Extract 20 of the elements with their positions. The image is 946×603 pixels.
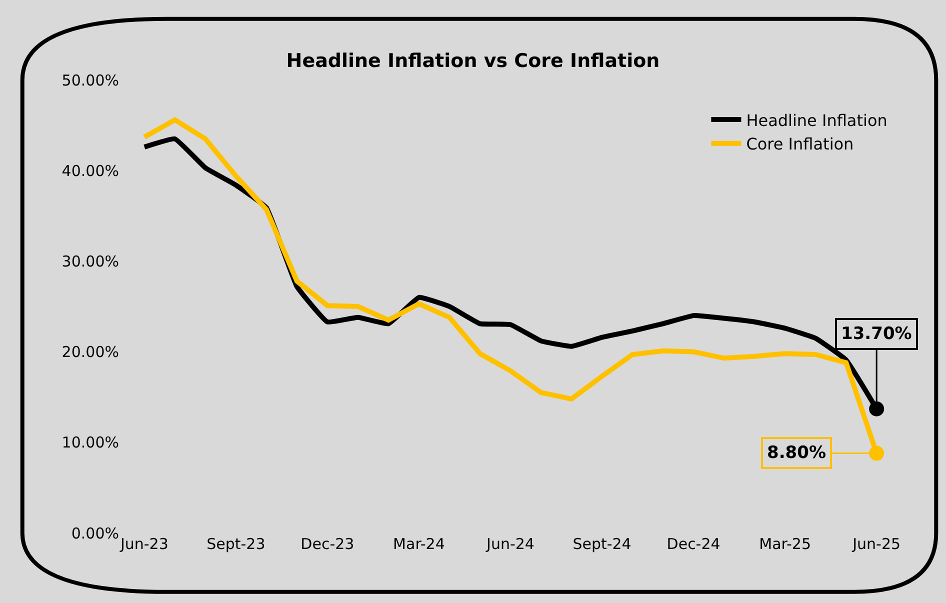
x-tick-label: Mar-25 bbox=[759, 535, 811, 553]
x-tick-label: Sept-24 bbox=[572, 535, 632, 553]
data-label: 13.70% bbox=[841, 324, 912, 344]
x-tick-label: Dec-24 bbox=[666, 535, 720, 553]
y-tick-label: 50.00% bbox=[62, 71, 119, 90]
y-tick-label: 0.00% bbox=[71, 524, 119, 542]
x-tick-label: Jun-25 bbox=[852, 535, 901, 553]
legend-label: Headline Inflation bbox=[746, 110, 888, 130]
legend-label: Core Inflation bbox=[746, 134, 854, 154]
data-label: 8.80% bbox=[767, 443, 826, 463]
x-tick-label: Jun-24 bbox=[486, 535, 534, 553]
x-tick-label: Sept-23 bbox=[206, 535, 266, 553]
x-tick-label: Dec-23 bbox=[300, 535, 354, 553]
y-tick-label: 20.00% bbox=[62, 343, 119, 362]
y-tick-label: 40.00% bbox=[62, 162, 119, 180]
chart-title: Headline Inflation vs Core Inflation bbox=[286, 50, 660, 72]
y-tick-label: 10.00% bbox=[62, 434, 119, 452]
y-tick-label: 30.00% bbox=[62, 252, 119, 270]
x-tick-label: Jun-23 bbox=[119, 535, 168, 553]
x-tick-label: Mar-24 bbox=[393, 535, 445, 553]
